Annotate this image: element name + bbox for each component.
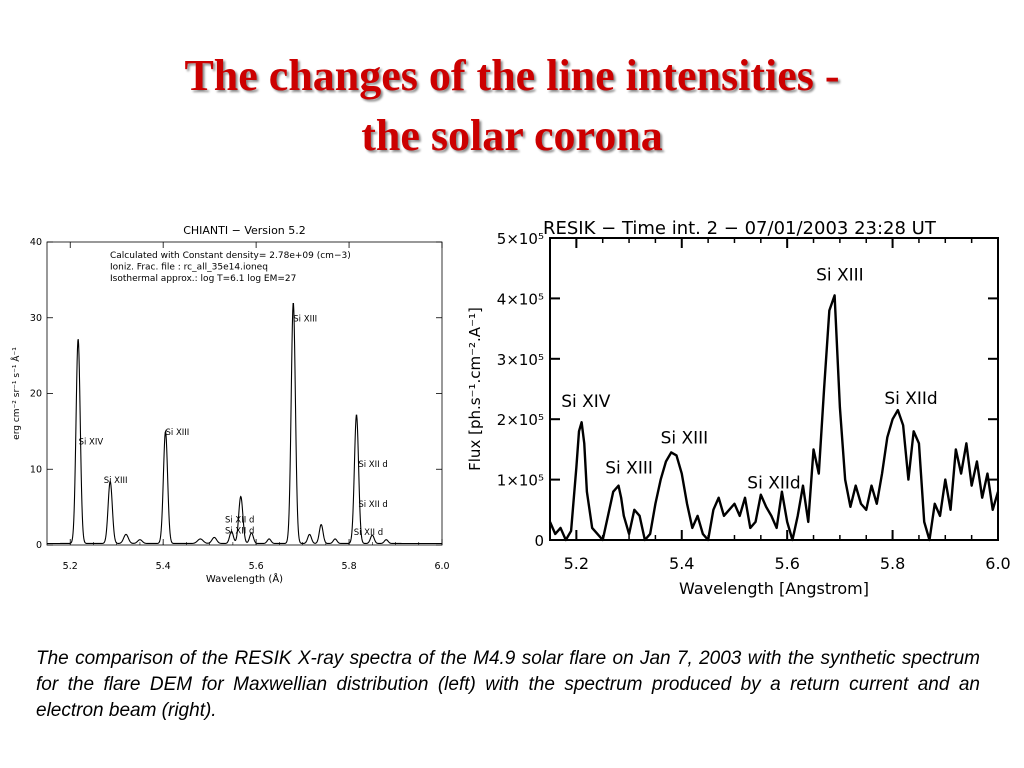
resik-spectrum-chart: RESIK − Time int. 2 − 07/01/2003 23:28 U…	[466, 218, 1011, 598]
chianti-spectrum-chart: CHIANTI − Version 5.2 Calculated with Con…	[10, 224, 450, 585]
line-label: Si XIII	[166, 428, 190, 438]
y-tick-label: 5×10⁵	[497, 230, 544, 248]
line-label: Si XIV	[561, 392, 611, 412]
x-tick-label: 5.6	[774, 554, 799, 573]
slide-title: The changes of the line intensities - th…	[0, 46, 1024, 166]
line-label: Si XIII	[605, 459, 653, 479]
y-tick-label: 3×10⁵	[497, 351, 544, 369]
line-label: Si XIId	[747, 474, 800, 494]
x-axis-label: Wavelength (Å)	[206, 572, 283, 585]
line-label: Si XIII	[661, 428, 709, 448]
info-line: Ioniz. Frac. file : rc_all_35e14.ioneq	[110, 263, 268, 273]
x-tick-label: 5.8	[342, 561, 357, 572]
spectrum-line	[548, 294, 1000, 542]
line-label: Si XIII	[104, 476, 128, 486]
plot-frame	[549, 237, 999, 541]
y-tick-label: 20	[30, 389, 42, 400]
x-tick-label: 5.4	[669, 554, 694, 573]
line-label: Si XIII	[816, 265, 864, 285]
line-label: Si XIV	[79, 437, 104, 447]
x-axis-label: Wavelength [Angstrom]	[679, 579, 869, 598]
y-tick-label: 2×10⁵	[497, 411, 544, 429]
slide-title-line-2: the solar corona	[361, 111, 663, 160]
line-label: Si XII d	[225, 515, 254, 525]
y-tick-label: 1×10⁵	[497, 472, 544, 490]
line-label: Si XII d	[358, 500, 387, 510]
line-label: Si XIII	[293, 315, 317, 325]
y-tick-label: 0	[36, 540, 42, 551]
chart-title: CHIANTI − Version 5.2	[183, 224, 306, 237]
line-label: Si XII d	[358, 460, 387, 470]
info-line: Calculated with Constant density= 2.78e+…	[110, 251, 351, 261]
x-tick-label: 5.2	[564, 554, 589, 573]
x-tick-label: 6.0	[434, 561, 449, 572]
line-label: Si XII d	[354, 528, 383, 538]
y-tick-label: 40	[30, 237, 42, 248]
y-axis-label: Flux [ph.s⁻¹.cm⁻².A⁻¹]	[466, 307, 484, 471]
y-tick-label: 0	[534, 532, 544, 550]
x-tick-label: 5.2	[63, 561, 78, 572]
chart-title: RESIK − Time int. 2 − 07/01/2003 23:28 U…	[543, 218, 937, 239]
y-tick-label: 10	[30, 464, 42, 475]
x-tick-label: 5.8	[880, 554, 905, 573]
x-tick-label: 6.0	[985, 554, 1010, 573]
slide-title-line-1: The changes of the line intensities -	[184, 51, 840, 100]
y-axis-label: erg cm⁻² sr⁻¹ s⁻¹ Å⁻¹	[10, 347, 22, 440]
y-tick-label: 30	[30, 313, 42, 324]
line-label: Si XII d	[225, 527, 254, 537]
x-tick-label: 5.4	[156, 561, 171, 572]
figure-caption: The comparison of the RESIK X-ray spectr…	[36, 648, 980, 721]
line-label: Si XIId	[884, 389, 937, 409]
info-line: Isothermal approx.: log T=6.1 log EM=27	[110, 274, 296, 284]
y-tick-label: 4×10⁵	[497, 290, 544, 308]
spectrum-line	[47, 303, 442, 545]
x-tick-label: 5.6	[249, 561, 264, 572]
